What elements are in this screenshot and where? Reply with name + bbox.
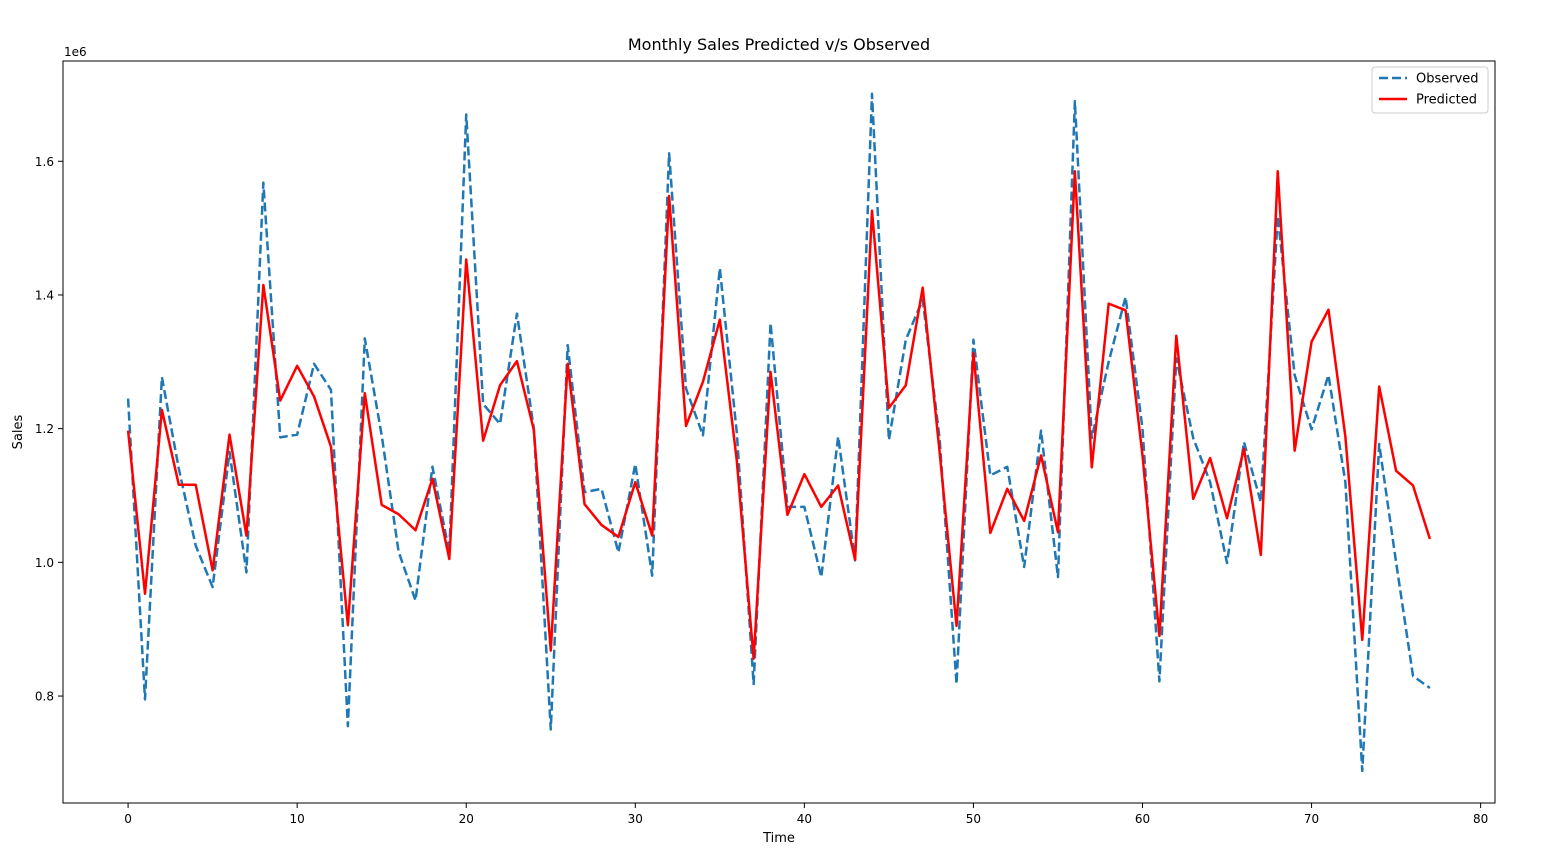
- series-line-observed: [126, 92, 1431, 773]
- x-tick-label: 80: [1473, 812, 1488, 826]
- legend-label-predicted: Predicted: [1416, 93, 1477, 108]
- y-offset-label: 1e6: [64, 45, 87, 59]
- x-tick-label: 10: [290, 812, 305, 826]
- x-tick-label: 0: [124, 812, 132, 826]
- axes-frame: [62, 60, 1496, 804]
- x-tick-label: 50: [966, 812, 981, 826]
- x-axis-label: Time: [762, 831, 795, 846]
- x-tick-label: 20: [459, 812, 474, 826]
- x-tick-label: 60: [1135, 812, 1150, 826]
- x-tick-label: 30: [628, 812, 643, 826]
- legend-label-observed: Observed: [1416, 72, 1479, 87]
- y-tick-label: 1.6: [35, 155, 54, 169]
- y-tick-label: 1.2: [35, 422, 54, 436]
- legend: Observed Predicted: [1371, 66, 1489, 114]
- y-axis-label: Sales: [11, 414, 26, 449]
- series-line-predicted: [126, 170, 1432, 660]
- x-tick-label: 70: [1304, 812, 1319, 826]
- plot-area: 0 10 20 30 40 50 60 70 80 0.8 1.0 1.2 1.4 1.6: [35, 60, 1496, 826]
- y-tick-label: 1.0: [35, 556, 54, 570]
- y-tick-label: 1.4: [35, 288, 54, 302]
- chart-title: Monthly Sales Predicted v/s Observed: [628, 35, 930, 54]
- y-tick-label: 0.8: [35, 690, 54, 704]
- x-tick-label: 40: [797, 812, 812, 826]
